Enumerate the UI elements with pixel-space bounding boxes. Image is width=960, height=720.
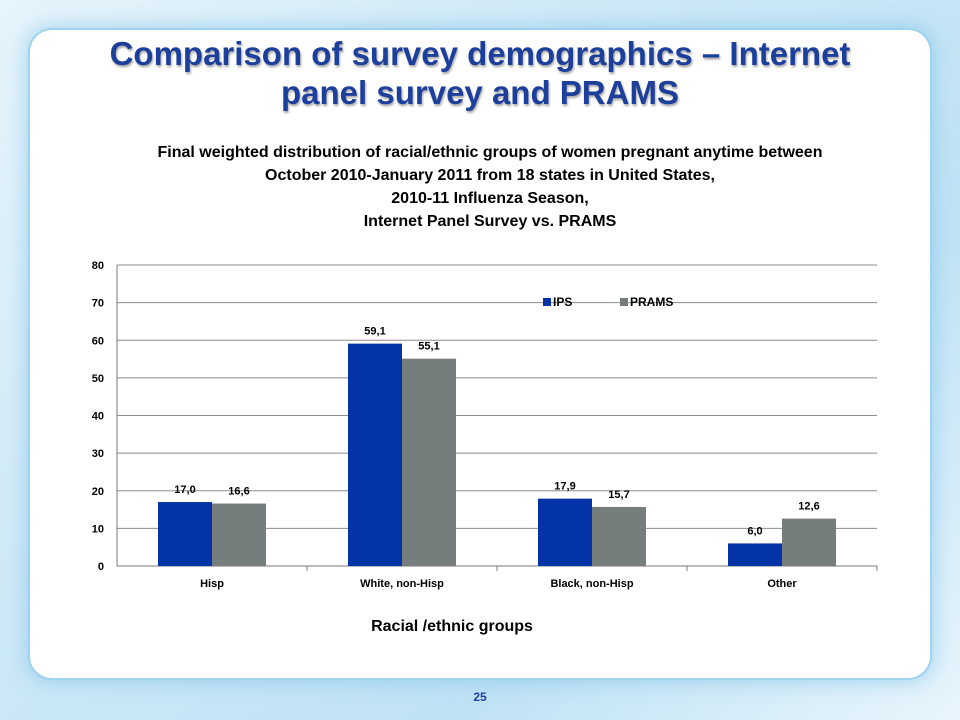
prams-bar <box>782 518 836 566</box>
data-label: 15,7 <box>608 489 629 501</box>
legend-label-ips: IPS <box>553 295 572 309</box>
chart-title-line-4: Internet Panel Survey vs. PRAMS <box>363 213 617 230</box>
ips-bar <box>158 502 212 566</box>
ips-bar <box>538 498 592 566</box>
ips-bar <box>728 543 782 566</box>
prams-bar <box>592 506 646 566</box>
data-label: 12,6 <box>798 501 819 513</box>
x-tick-label: Hisp <box>200 578 224 590</box>
chart-title-line-1: Final weighted distribution of racial/et… <box>157 144 823 161</box>
prams-bar <box>212 503 266 566</box>
labels-layer: 0 10 20 30 40 50 60 70 80 17,0 16,6 Hisp 59,1 55,1 Whi… <box>92 260 820 590</box>
prams-bar <box>402 358 456 566</box>
x-axis-title: Racial /ethnic groups <box>371 618 533 635</box>
y-tick-label: 70 <box>92 298 104 310</box>
data-label: 55,1 <box>418 341 439 353</box>
y-tick-label: 0 <box>98 561 104 573</box>
y-tick-label: 60 <box>92 335 104 347</box>
data-label: 17,0 <box>174 484 195 496</box>
slide-title: Comparison of survey demographics – Inte… <box>40 34 920 112</box>
legend-swatch-prams <box>620 298 628 306</box>
y-tick-label: 50 <box>92 373 104 385</box>
legend-label-prams: PRAMS <box>630 295 673 309</box>
x-tick-label: Black, non-Hisp <box>550 578 633 590</box>
y-tick-label: 40 <box>92 411 104 423</box>
x-tick-label: White, non-Hisp <box>360 578 444 590</box>
data-label: 6,0 <box>747 525 762 537</box>
chart-legend: IPS PRAMS <box>543 295 673 309</box>
y-tick-label: 10 <box>92 523 104 535</box>
x-tick-label: Other <box>767 578 797 590</box>
slide-title-line-2: panel survey and PRAMS <box>281 74 679 111</box>
chart-title: Final weighted distribution of racial/et… <box>80 141 900 233</box>
y-tick-label: 80 <box>92 260 104 272</box>
legend-swatch-ips <box>543 298 551 306</box>
slide-title-line-1: Comparison of survey demographics – Inte… <box>109 35 851 72</box>
chart-title-line-3: 2010-11 Influenza Season, <box>391 190 589 207</box>
chart-title-line-2: October 2010-January 2011 from 18 states… <box>265 167 715 184</box>
bars-layer <box>158 343 836 566</box>
y-tick-label: 20 <box>92 486 104 498</box>
y-tick-label: 30 <box>92 448 104 460</box>
data-label: 16,6 <box>228 486 249 498</box>
data-label: 59,1 <box>364 326 385 338</box>
slide-panel <box>30 30 930 678</box>
data-label: 17,9 <box>554 481 575 493</box>
ips-bar <box>348 343 402 566</box>
page-number: 25 <box>473 690 487 704</box>
